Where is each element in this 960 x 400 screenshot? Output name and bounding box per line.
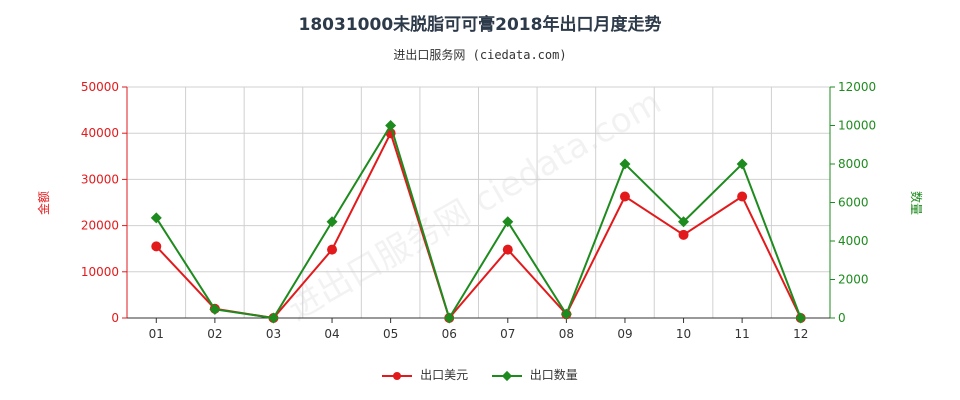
data-point-quantity [736, 158, 748, 170]
y-left-tick-label: 0 [111, 311, 119, 325]
legend-item-quantity[interactable]: 出口数量 [491, 366, 578, 383]
x-tick-label: 11 [734, 327, 749, 341]
legend-quantity-label: 出口数量 [529, 368, 578, 382]
y-left-tick-label: 20000 [81, 219, 119, 233]
y-left-tick-label: 50000 [81, 80, 119, 94]
y-right-tick-label: 4000 [838, 234, 869, 248]
x-tick-label: 06 [442, 327, 457, 341]
data-point-quantity [502, 216, 514, 228]
data-point-quantity [443, 312, 455, 324]
y-right-tick-label: 6000 [838, 196, 869, 210]
chart-subtitle: 进出口服务网 (ciedata.com) [393, 48, 567, 62]
data-point-quantity [795, 312, 807, 324]
y-right-tick-label: 8000 [838, 157, 869, 171]
x-tick-label: 10 [676, 327, 691, 341]
x-tick-label: 08 [559, 327, 574, 341]
data-point-quantity [678, 216, 690, 228]
data-point-quantity [619, 158, 631, 170]
x-tick-label: 05 [383, 327, 398, 341]
x-tick-label: 04 [324, 327, 339, 341]
data-point-quantity [560, 308, 572, 320]
chart-title: 18031000未脱脂可可膏2018年出口月度走势 [298, 15, 662, 35]
y-left-axis-title: 金额 [36, 191, 51, 215]
series-line-right [155, 123, 802, 321]
x-tick-label: 09 [617, 327, 632, 341]
y-left-tick-label: 10000 [81, 265, 119, 279]
data-point-quantity [326, 216, 338, 228]
data-point-amount [619, 191, 630, 202]
y-right-tick-label: 10000 [838, 119, 876, 133]
data-point-amount [502, 244, 513, 255]
data-point-amount [737, 191, 748, 202]
legend: 出口美元 出口数量 [0, 366, 960, 383]
legend-item-amount[interactable]: 出口美元 [382, 366, 468, 383]
data-point-amount [678, 229, 689, 240]
y-right-tick-label: 12000 [838, 80, 876, 94]
data-point-amount [327, 244, 338, 255]
watermark: 进出口服务网 ciedata.com [281, 82, 668, 329]
x-tick-label: 01 [149, 327, 164, 341]
x-tick-label: 12 [793, 327, 808, 341]
data-point-amount [151, 241, 162, 252]
x-tick-label: 07 [500, 327, 515, 341]
data-point-quantity [150, 212, 162, 224]
y-right-tick-label: 2000 [838, 273, 869, 287]
legend-amount-label: 出口美元 [420, 368, 469, 382]
legend-quantity-swatch [491, 370, 522, 382]
y-left-tick-label: 40000 [81, 126, 119, 140]
x-tick-label: 02 [207, 327, 222, 341]
data-point-quantity [385, 120, 397, 131]
x-tick-label: 03 [266, 327, 281, 341]
y-right-axis-title: 数量 [909, 191, 924, 215]
y-right-tick-label: 0 [838, 311, 846, 325]
y-left-tick-label: 30000 [81, 172, 119, 186]
data-point-quantity [209, 303, 221, 315]
legend-amount-swatch [382, 370, 413, 382]
data-point-quantity [267, 312, 279, 324]
